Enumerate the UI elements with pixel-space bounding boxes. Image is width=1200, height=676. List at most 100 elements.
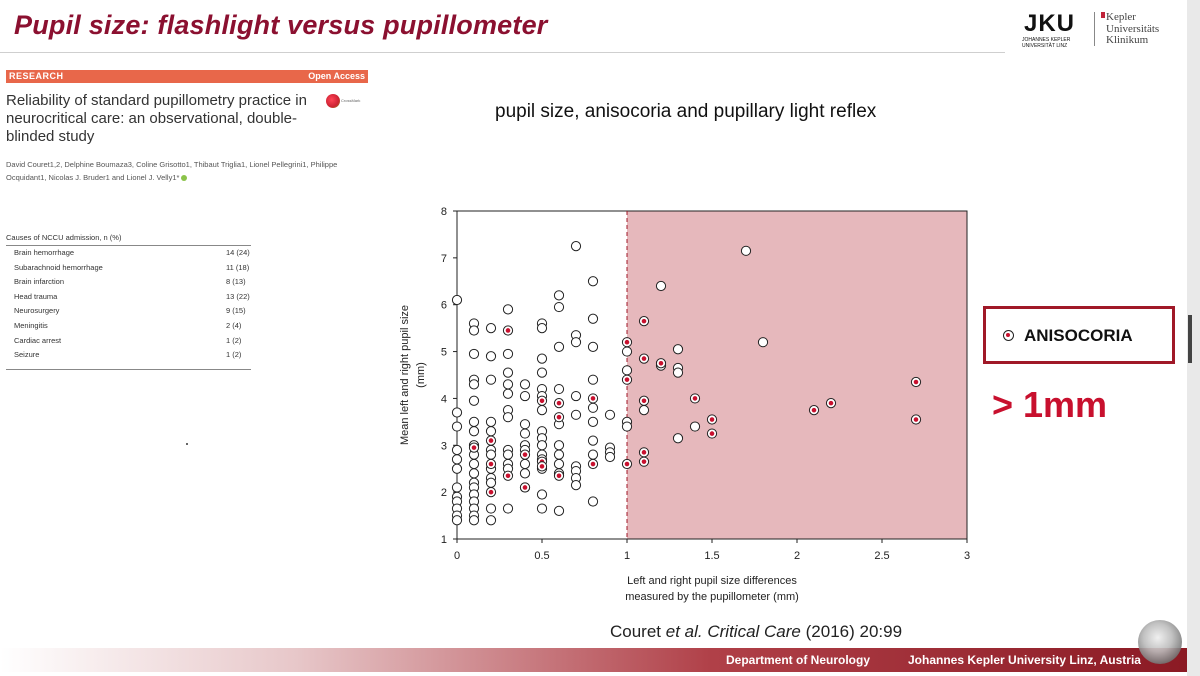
citation-etal: et al.	[665, 622, 703, 641]
data-point	[570, 337, 582, 348]
data-point	[587, 313, 599, 324]
data-point	[587, 374, 599, 385]
anisocoria-point	[825, 398, 837, 409]
data-point	[468, 468, 480, 479]
anisocoria-points-group	[468, 316, 922, 498]
scan-speck	[186, 443, 188, 445]
data-point	[621, 421, 633, 432]
x-tick-label: 3	[964, 550, 970, 562]
window-scrollbar[interactable]	[1187, 0, 1200, 676]
anisocoria-point	[621, 337, 633, 348]
slide-subtitle: pupil size, anisocoria and pupillary lig…	[495, 101, 877, 122]
scrollbar-thumb[interactable]	[1188, 315, 1192, 363]
y-axis-ticks: 1 2 3 4 5 6 7 8	[441, 206, 457, 546]
data-point	[485, 426, 497, 437]
pupil-scatter-chart: 0 0.5 1 1.5 2 2.5 3 1 2 3 4 5 6 7 8 Left and right pu…	[399, 206, 970, 603]
footer-department: Department of Neurology	[726, 653, 871, 667]
data-point	[570, 241, 582, 252]
cause-label: Seizure	[14, 350, 40, 360]
data-point	[502, 379, 514, 390]
anisocoria-point	[519, 482, 531, 493]
data-point	[485, 323, 497, 334]
anisocoria-point	[638, 447, 650, 458]
cause-value: 13 (22)	[226, 291, 250, 301]
data-point	[519, 428, 531, 439]
data-point	[451, 407, 463, 418]
data-point	[570, 409, 582, 420]
anisocoria-point	[655, 358, 667, 369]
x-tick-label: 2.5	[874, 550, 889, 562]
kuk-line-1: Kepler	[1106, 11, 1136, 23]
data-point	[587, 416, 599, 427]
anisocoria-point	[706, 428, 718, 439]
data-point	[502, 348, 514, 360]
data-point	[672, 367, 684, 378]
kuk-logo-mark	[1101, 12, 1105, 18]
anisocoria-point	[553, 398, 565, 409]
crossmark-icon: CrossMark	[326, 94, 360, 110]
x-tick-label: 2	[794, 550, 800, 562]
kuk-line-2: Universitäts	[1106, 22, 1160, 35]
causes-table-header: Causes of NCCU admission, n (%)	[6, 233, 251, 246]
data-point	[553, 505, 565, 516]
y-axis-label-line2: (mm)	[415, 362, 427, 388]
data-point	[468, 379, 480, 390]
data-point	[519, 419, 531, 430]
data-point	[485, 503, 497, 514]
anisocoria-point	[621, 374, 633, 385]
anisocoria-point	[638, 316, 650, 327]
table-row: Head trauma 13 (22)	[6, 290, 251, 305]
x-axis-ticks: 0 0.5 1 1.5 2 2.5 3	[454, 539, 970, 562]
cause-value: 11 (18)	[226, 262, 250, 272]
anisocoria-point	[587, 458, 599, 470]
footer-university: Johannes Kepler University Linz, Austria	[908, 653, 1141, 667]
anisocoria-point	[485, 487, 497, 498]
data-point	[536, 503, 548, 514]
data-point	[451, 482, 463, 493]
anisocoria-point	[468, 442, 480, 453]
data-point	[638, 405, 650, 416]
data-point	[451, 444, 463, 456]
data-point	[536, 323, 548, 334]
data-point	[451, 454, 463, 465]
table-row: Brain hemorrhage 14 (24)	[6, 246, 251, 261]
causes-table-footer-rule	[6, 363, 251, 370]
anisocoria-label: ANISOCORIA	[1024, 326, 1133, 345]
anisocoria-point	[502, 325, 514, 336]
data-point	[553, 383, 565, 395]
anisocoria-point	[553, 470, 565, 481]
x-axis-label-line2: measured by the pupillometer (mm)	[625, 591, 799, 603]
paper-authors: David Couret1,2, Delphine Boumaza3, Coli…	[6, 158, 368, 184]
anisocoria-point	[485, 458, 497, 470]
data-point	[519, 458, 531, 470]
data-point	[536, 405, 548, 416]
data-point	[553, 301, 565, 313]
data-point	[485, 515, 497, 526]
anisocoria-point	[808, 405, 820, 416]
anisocoria-point	[638, 353, 650, 364]
paper-title: Reliability of standard pupillometry pra…	[6, 92, 307, 145]
anisocoria-point	[553, 412, 565, 423]
data-point	[536, 440, 548, 451]
y-tick-label: 1	[441, 534, 447, 546]
kuk-logo-text: Kepler Universitäts Klinikum	[1100, 11, 1160, 47]
data-point	[587, 341, 599, 352]
kuk-line-3: Klinikum	[1106, 34, 1149, 46]
data-point	[485, 351, 497, 362]
data-point	[740, 245, 752, 256]
cause-label: Head trauma	[14, 291, 58, 301]
x-tick-label: 0.5	[534, 550, 549, 562]
data-point	[468, 426, 480, 437]
cause-label: Neurosurgery	[14, 306, 60, 316]
citation-journal: Critical Care	[707, 622, 801, 641]
anisocoria-point	[502, 470, 514, 481]
header-divider	[0, 52, 1005, 53]
cause-value: 1 (2)	[226, 335, 242, 345]
table-row: Cardiac arrest 1 (2)	[6, 334, 251, 349]
cause-label: Cardiac arrest	[14, 335, 62, 345]
data-point	[587, 449, 599, 460]
anisocoria-point	[910, 414, 922, 425]
data-point	[689, 421, 701, 432]
cause-label: Meningitis	[14, 320, 48, 330]
data-point	[468, 395, 480, 406]
